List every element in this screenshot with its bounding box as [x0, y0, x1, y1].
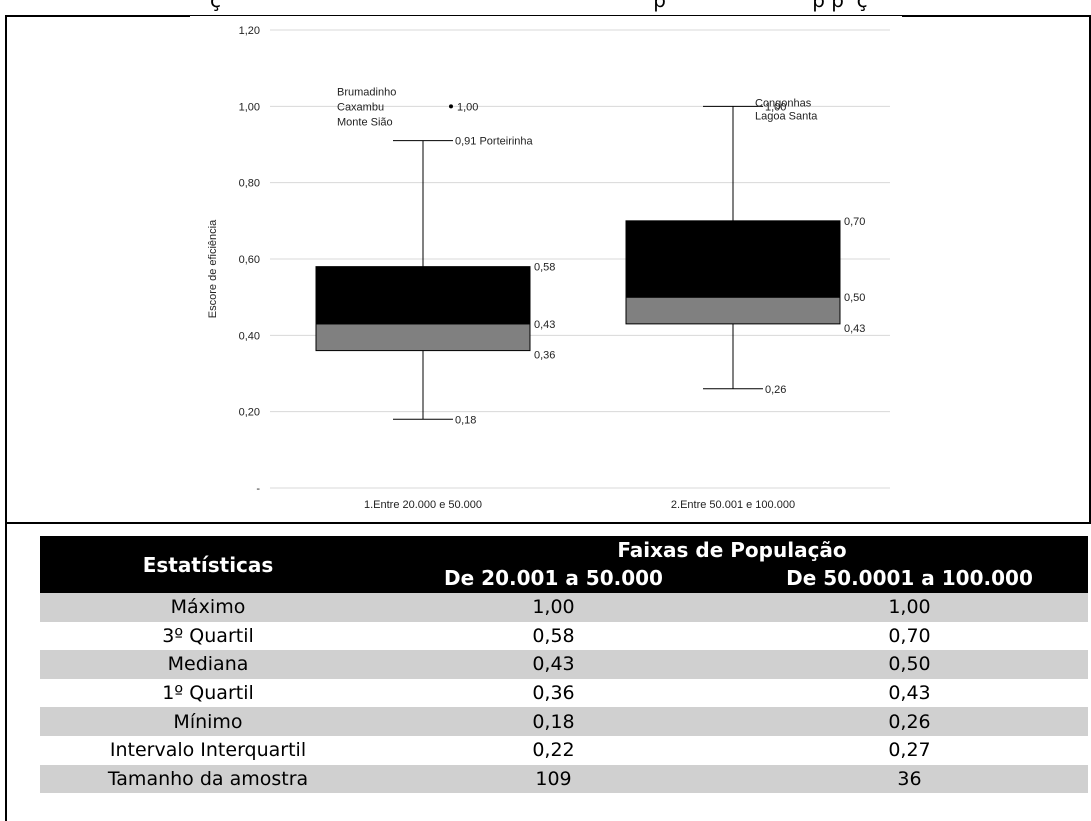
- cell-value: 0,43: [376, 650, 731, 679]
- table-row: Mínimo 0,18 0,26: [40, 707, 1088, 736]
- frame-left-border: [5, 15, 7, 821]
- max-name-label: Congonhas: [755, 97, 812, 109]
- y-tick-label: 0,40: [239, 330, 260, 342]
- header-col-2: De 50.0001 a 100.000: [731, 563, 1088, 593]
- outlier-name-label: Monte Sião: [337, 116, 393, 128]
- cut-off-caption: ç p p p ç: [210, 0, 868, 12]
- outlier-name-label: Caxambu: [337, 101, 384, 113]
- statistics-table: Estatísticas Faixas de População De 20.0…: [40, 536, 1088, 794]
- cell-value: 0,27: [731, 735, 1088, 765]
- y-tick-label: -: [256, 483, 260, 495]
- row-label: Tamanho da amostra: [40, 764, 376, 794]
- y-axis-label: Escore de eficiência: [207, 219, 219, 318]
- header-col-1: De 20.001 a 50.000: [376, 563, 731, 593]
- frame-right-border: [1089, 15, 1091, 524]
- boxplot-svg: - 0,20 0,40 0,60 0,80 1,00 1,20 Escore de efici…: [207, 25, 890, 511]
- cell-value: 0,58: [376, 621, 731, 651]
- boxplot-chart: - 0,20 0,40 0,60 0,80 1,00 1,20 Escore de efici…: [190, 16, 902, 536]
- cell-value: 1,00: [731, 593, 1088, 622]
- q3-label: 0,58: [534, 262, 555, 274]
- row-label: Mínimo: [40, 707, 376, 736]
- max-name-label: Lagoa Santa: [755, 110, 818, 122]
- y-tick-label: 1,00: [239, 101, 260, 113]
- y-tick-label: 1,20: [239, 25, 260, 37]
- median-label: 0,50: [844, 292, 865, 304]
- cell-value: 109: [376, 764, 731, 794]
- row-label: Mediana: [40, 650, 376, 679]
- header-statistics: Estatísticas: [40, 536, 376, 593]
- y-tick-label: 0,60: [239, 254, 260, 266]
- q1-label: 0,36: [534, 350, 555, 362]
- box-lower: [625, 296, 841, 325]
- y-tick-label: 0,80: [239, 178, 260, 190]
- table-row: Máximo 1,00 1,00: [40, 593, 1088, 622]
- outlier-point: [449, 104, 453, 109]
- y-tick-label: 0,20: [239, 407, 260, 419]
- row-label: Máximo: [40, 593, 376, 622]
- cell-value: 0,36: [376, 678, 731, 708]
- cell-value: 0,22: [376, 735, 731, 765]
- table-row: Intervalo Interquartil 0,22 0,27: [40, 735, 1088, 765]
- frame-divider: [5, 522, 1091, 524]
- cell-value: 1,00: [376, 593, 731, 622]
- x-category-label: 2.Entre 50.001 e 100.000: [671, 499, 795, 511]
- outlier-value-label: 1,00: [457, 101, 478, 113]
- box-lower: [315, 323, 531, 352]
- q1-label: 0,43: [844, 323, 865, 335]
- table-row: Mediana 0,43 0,50: [40, 650, 1088, 679]
- median-label: 0,43: [534, 319, 555, 331]
- cell-value: 0,50: [731, 650, 1088, 679]
- box-upper: [625, 220, 841, 298]
- row-label: Intervalo Interquartil: [40, 735, 376, 765]
- table-row: 1º Quartil 0,36 0,43: [40, 678, 1088, 708]
- row-label: 1º Quartil: [40, 678, 376, 708]
- cell-value: 36: [731, 764, 1088, 794]
- max-label: 1,00: [765, 101, 786, 113]
- cell-value: 0,26: [731, 707, 1088, 736]
- min-label: 0,18: [455, 414, 476, 426]
- table-row: 3º Quartil 0,58 0,70: [40, 621, 1088, 651]
- outlier-name-label: Brumadinho: [337, 86, 396, 98]
- table-row: Tamanho da amostra 109 36: [40, 764, 1088, 794]
- cell-value: 0,70: [731, 621, 1088, 651]
- min-label: 0,26: [765, 384, 786, 396]
- x-category-label: 1.Entre 20.000 e 50.000: [364, 499, 482, 511]
- max-label: 0,91 Porteirinha: [455, 136, 534, 148]
- cell-value: 0,43: [731, 678, 1088, 708]
- box-upper: [315, 266, 531, 325]
- header-population-ranges: Faixas de População: [376, 536, 1088, 563]
- q3-label: 0,70: [844, 216, 865, 228]
- row-label: 3º Quartil: [40, 621, 376, 651]
- cell-value: 0,18: [376, 707, 731, 736]
